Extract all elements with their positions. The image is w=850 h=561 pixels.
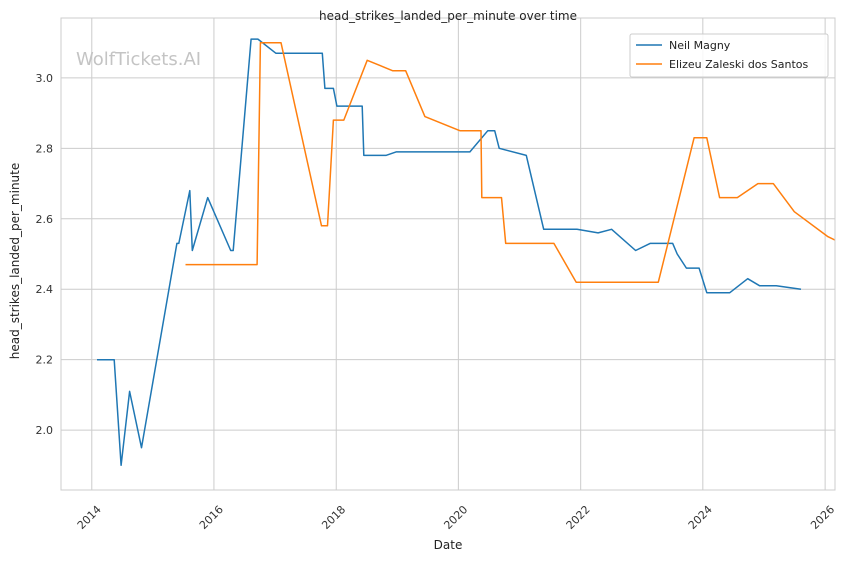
legend-label-elizeu-zaleski-dos-santos: Elizeu Zaleski dos Santos xyxy=(669,58,809,71)
watermark: WolfTickets.AI xyxy=(76,49,201,70)
legend-box xyxy=(629,33,829,78)
series-line-elizeu-zaleski-dos-santos xyxy=(185,41,835,283)
y-tick-label: 2.6 xyxy=(36,213,54,226)
y-tick-label: 2.4 xyxy=(36,283,54,296)
y-axis-label: head_strikes_landed_per_minute xyxy=(8,163,22,360)
plot-frame xyxy=(60,17,836,491)
y-tick-label: 2.0 xyxy=(36,424,54,437)
series-lines xyxy=(97,38,835,467)
y-tick-label: 2.2 xyxy=(36,354,54,367)
legend: Neil Magny Elizeu Zaleski dos Santos xyxy=(629,33,829,78)
y-tick-label: 3.0 xyxy=(36,72,54,85)
series-line-neil-magny xyxy=(97,38,802,467)
y-tick-label: 2.8 xyxy=(36,142,54,155)
x-axis-label: Date xyxy=(434,538,463,552)
legend-label-neil-magny: Neil Magny xyxy=(669,39,731,52)
chart-title: head_strikes_landed_per_minute over time xyxy=(319,9,577,23)
grid xyxy=(61,18,835,490)
